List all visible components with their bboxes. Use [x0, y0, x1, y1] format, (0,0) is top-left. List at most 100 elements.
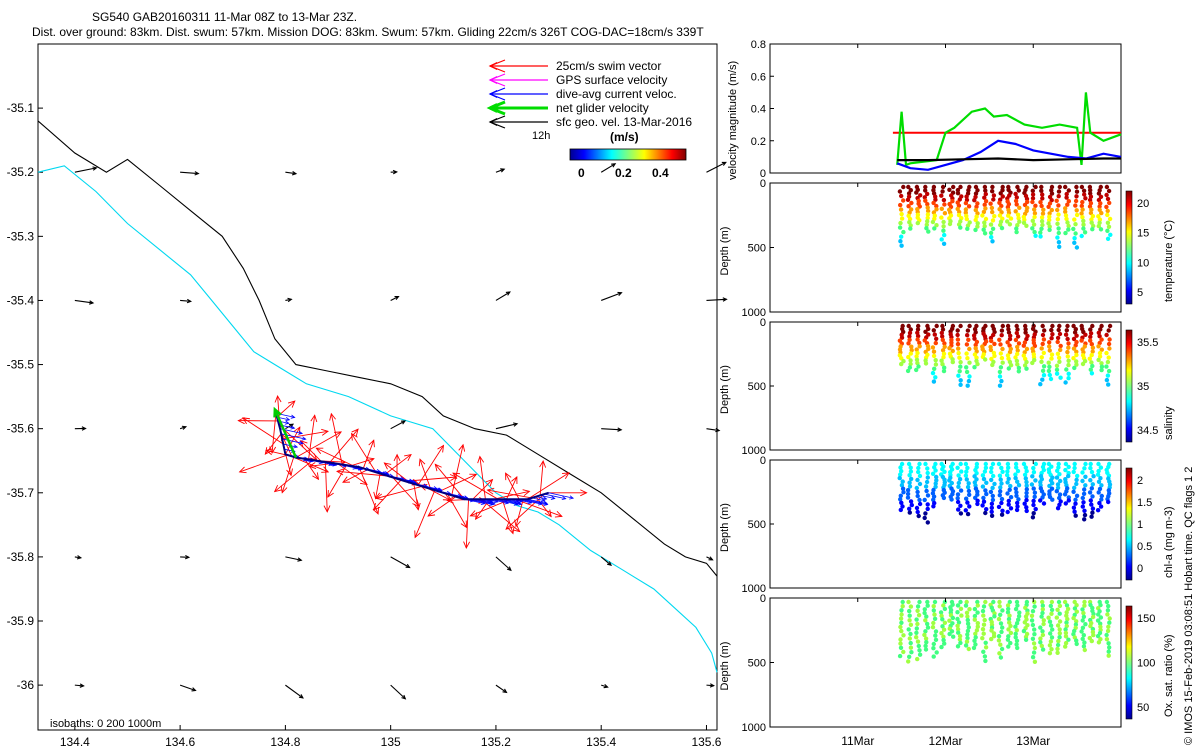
chla-dot — [1016, 469, 1020, 473]
chla-dot — [984, 462, 988, 466]
chla-dot — [1025, 509, 1029, 513]
salinity-dot — [1040, 378, 1044, 382]
temperature-dot — [1032, 215, 1036, 219]
temperature-dot — [1079, 211, 1083, 215]
chla-dot — [916, 494, 920, 498]
map-ytick-label-4: -35.5 — [7, 358, 35, 372]
map-ytick-label-6: -35.7 — [7, 486, 35, 500]
salinity-dot — [1041, 324, 1045, 328]
map-xtick-label-4: 135.2 — [481, 735, 511, 749]
chla-dot — [981, 473, 985, 477]
oxygen-dot — [939, 645, 943, 649]
salinity-dot — [1041, 342, 1045, 346]
oxygen-dot — [915, 657, 919, 661]
velocity-ytick-3: 0.2 — [751, 136, 766, 148]
salinity-dot — [1048, 348, 1052, 352]
chla-dot — [1090, 511, 1094, 515]
chla-cbar-tick-4: 0 — [1137, 563, 1143, 575]
temperature-dot — [1075, 245, 1079, 249]
chla-dot — [1008, 488, 1012, 492]
chla-dot — [1074, 482, 1078, 486]
salinity-dot — [932, 350, 936, 354]
chla-dot — [999, 477, 1003, 481]
chla-dot — [981, 496, 985, 500]
salinity-dot — [934, 362, 938, 366]
salinity-dot — [972, 365, 976, 369]
oxygen-dot — [1024, 638, 1028, 642]
oxygen-dot — [1058, 612, 1062, 616]
oxygen-dot — [999, 630, 1003, 634]
salinity-dot — [1042, 364, 1046, 368]
temperature-dot — [898, 203, 902, 207]
oxygen-dot — [1058, 627, 1062, 631]
temperature-dot — [1024, 224, 1028, 228]
chla-dot — [908, 484, 912, 488]
chla-dot — [1090, 486, 1094, 490]
chla-dot — [1083, 483, 1087, 487]
salinity-dot — [932, 367, 936, 371]
salinity-dot — [1065, 324, 1069, 328]
geo-arrow-26 — [601, 557, 611, 565]
temperature-dot — [906, 198, 910, 202]
oxygen-dot — [999, 621, 1003, 625]
oxygen-dot — [1056, 643, 1060, 647]
oxygen-dot — [1006, 644, 1010, 648]
oxygen-dot — [908, 636, 912, 640]
geo-arrow-13 — [706, 299, 726, 300]
temperature-dot — [1031, 196, 1035, 200]
chla-dot — [1009, 506, 1013, 510]
temperature-dot — [1073, 231, 1077, 235]
oxygen-dot — [899, 621, 903, 625]
chla-dot — [1032, 511, 1036, 515]
temperature-dot — [901, 230, 905, 234]
oxygen-dot — [914, 635, 918, 639]
temperature-dot — [1031, 219, 1035, 223]
chla-dot — [1034, 507, 1038, 511]
temperature-dot — [926, 229, 930, 233]
oxygen-dot — [917, 613, 921, 617]
salinity-dot — [933, 375, 937, 379]
salinity-dot — [1108, 324, 1112, 328]
chla-dot — [967, 489, 971, 493]
temperature-dot — [901, 185, 905, 189]
salinity-dot — [1104, 351, 1108, 355]
oxygen-dot — [1049, 604, 1053, 608]
chla-dot — [957, 481, 961, 485]
chla-dot — [991, 494, 995, 498]
salinity-dot — [906, 369, 910, 373]
salinity-dot — [1050, 332, 1054, 336]
temperature-dot — [932, 226, 936, 230]
oxygen-dot — [1031, 655, 1035, 659]
oxygen-dot — [1063, 644, 1067, 648]
temperature-cbar-tick-0: 20 — [1137, 198, 1149, 210]
temperature-dot — [1057, 189, 1061, 193]
oxygen-dot — [1000, 647, 1004, 651]
temperature-dot — [941, 229, 945, 233]
temperature-dot — [1056, 203, 1060, 207]
oxygen-dot — [915, 609, 919, 613]
chla-dot — [925, 466, 929, 470]
chla-dot — [1096, 462, 1100, 466]
chla-dot — [1075, 474, 1079, 478]
oxygen-dot — [909, 604, 913, 608]
chla-dot — [910, 503, 914, 507]
oxygen-dot — [973, 607, 977, 611]
temperature-dot — [1106, 209, 1110, 213]
salinity-dot — [1047, 369, 1051, 373]
oxygen-dot — [1000, 625, 1004, 629]
chla-dot — [956, 500, 960, 504]
chla-dot — [1072, 470, 1076, 474]
chla-dot — [1081, 504, 1085, 508]
salinity-dot — [1064, 333, 1068, 337]
salinity-ylabel: Depth (m) — [719, 365, 731, 414]
temperature-dot — [1039, 204, 1043, 208]
oxygen-dot — [999, 655, 1003, 659]
temperature-dot — [1038, 234, 1042, 238]
oxygen-ylabel: Depth (m) — [719, 642, 731, 691]
chla-dot — [983, 469, 987, 473]
chla-dot — [931, 504, 935, 508]
salinity-dot — [1040, 346, 1044, 350]
chla-dot — [918, 482, 922, 486]
oxygen-dot — [1058, 631, 1062, 635]
chla-dot — [1088, 466, 1092, 470]
